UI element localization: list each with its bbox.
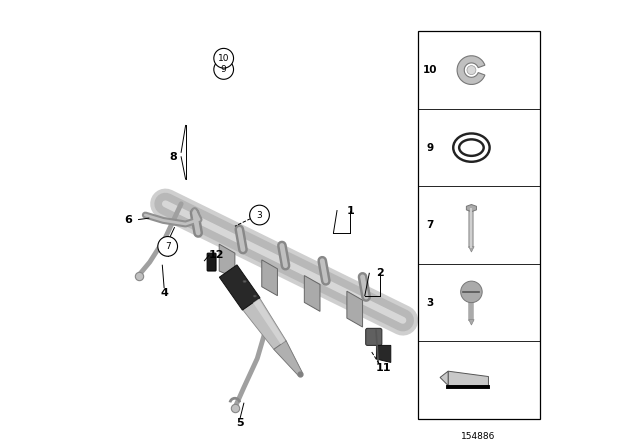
Polygon shape	[305, 276, 320, 311]
Polygon shape	[347, 291, 362, 327]
Polygon shape	[468, 246, 474, 252]
Polygon shape	[467, 204, 476, 211]
Ellipse shape	[243, 280, 246, 283]
FancyBboxPatch shape	[365, 328, 382, 345]
Text: 10: 10	[423, 65, 438, 75]
Text: 5: 5	[236, 418, 244, 428]
Polygon shape	[440, 371, 448, 385]
Text: 4: 4	[160, 289, 168, 298]
Text: 154886: 154886	[461, 432, 496, 441]
FancyBboxPatch shape	[207, 253, 216, 271]
Polygon shape	[468, 319, 474, 325]
Text: 11: 11	[376, 363, 392, 373]
Polygon shape	[274, 341, 302, 375]
Circle shape	[250, 205, 269, 225]
Text: 8: 8	[169, 152, 177, 162]
Circle shape	[467, 65, 476, 74]
Text: 3: 3	[257, 211, 262, 220]
Text: 1: 1	[347, 206, 355, 215]
Circle shape	[461, 281, 482, 302]
Text: 9: 9	[221, 65, 227, 74]
Text: 2: 2	[376, 268, 385, 278]
Text: 7: 7	[165, 242, 170, 251]
Circle shape	[214, 48, 234, 68]
Polygon shape	[220, 265, 260, 310]
Text: 3: 3	[427, 297, 434, 308]
Text: 12: 12	[208, 250, 224, 260]
Circle shape	[214, 60, 234, 79]
Polygon shape	[376, 345, 391, 362]
Text: 6: 6	[124, 215, 132, 224]
Bar	[418, 31, 540, 419]
Text: 7: 7	[426, 220, 434, 230]
Polygon shape	[243, 298, 286, 349]
Text: 9: 9	[427, 142, 434, 153]
Circle shape	[158, 237, 177, 256]
Polygon shape	[448, 371, 488, 385]
Polygon shape	[253, 299, 285, 345]
Polygon shape	[262, 260, 277, 296]
Wedge shape	[457, 56, 485, 84]
Text: 10: 10	[218, 54, 229, 63]
Polygon shape	[219, 244, 235, 278]
Ellipse shape	[253, 295, 256, 297]
